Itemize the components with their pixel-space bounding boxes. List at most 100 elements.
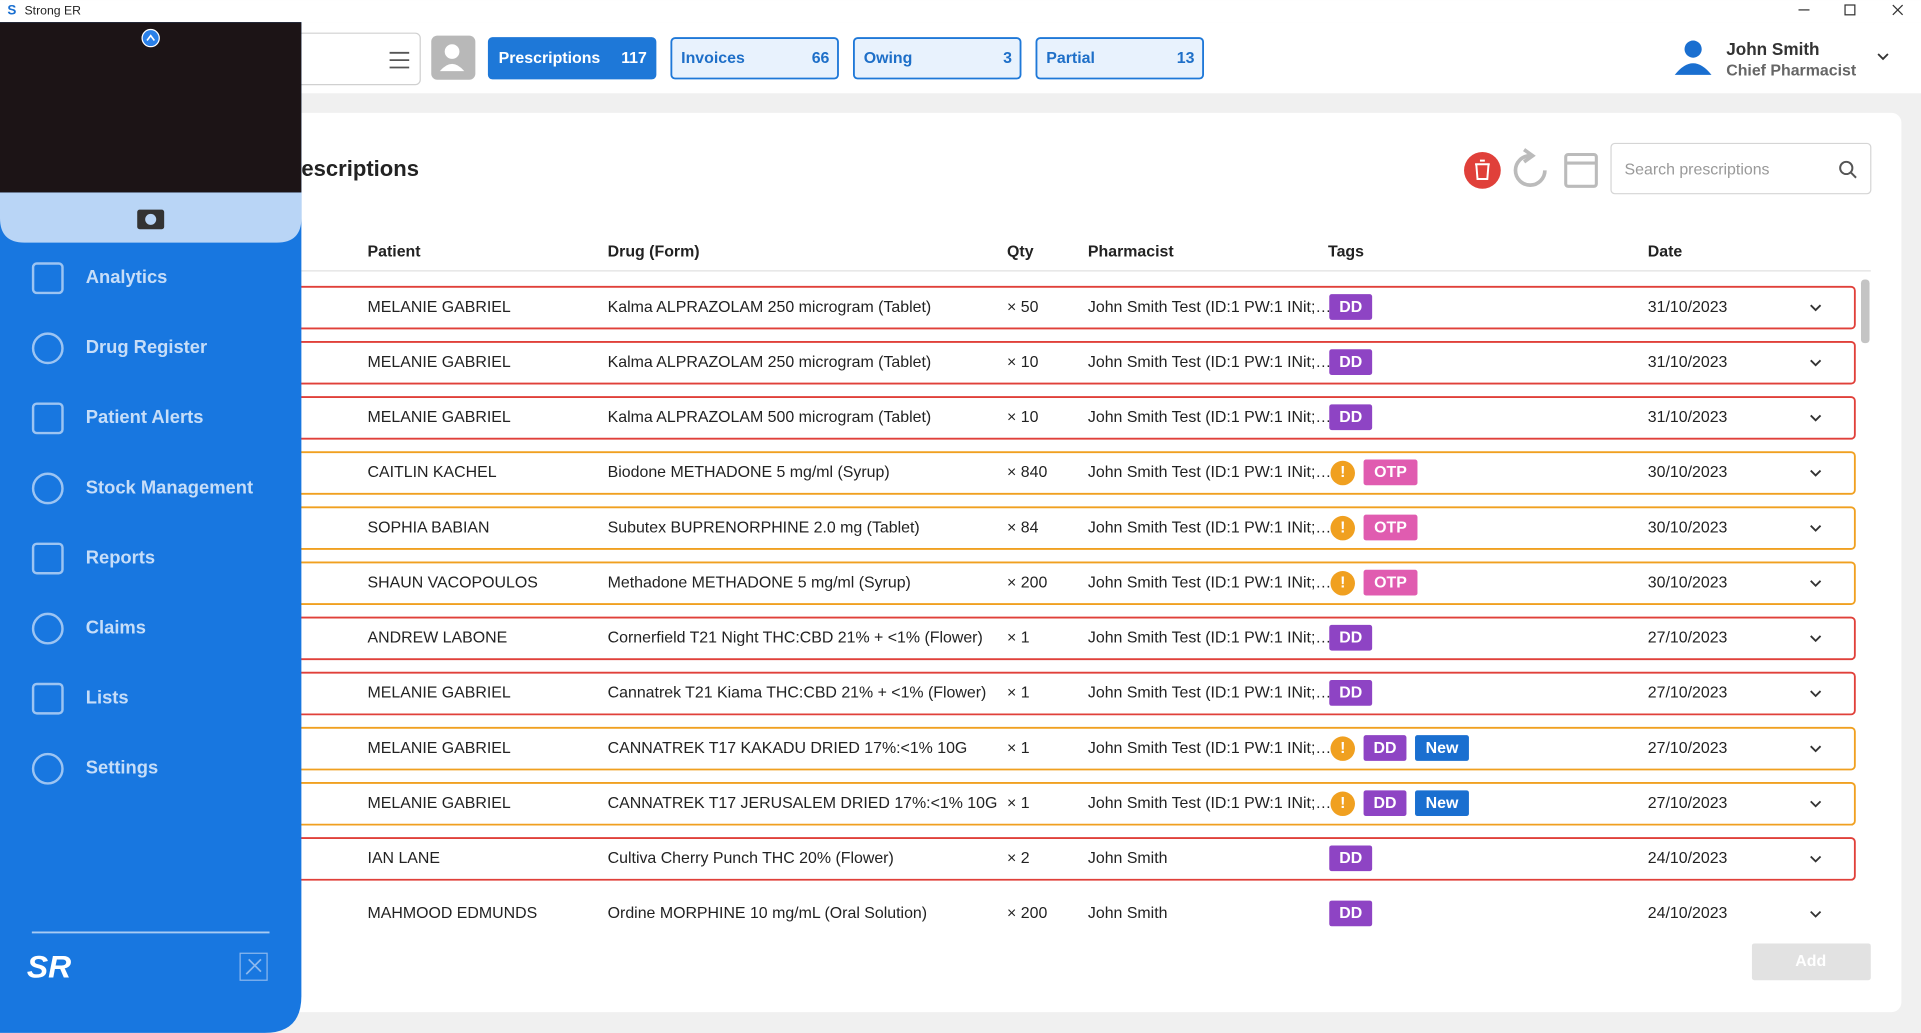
cell-patient: MELANIE GABRIEL (368, 299, 511, 316)
prescription-row[interactable] (280, 616, 1856, 661)
pin-sidebar-button[interactable] (239, 952, 268, 981)
tab-label: Prescriptions (499, 50, 601, 67)
expand-row-chevron[interactable] (1810, 745, 1822, 753)
search-placeholder: Search prescriptions (1625, 162, 1770, 179)
scrollbar-thumb[interactable] (1860, 279, 1870, 344)
cell-drug: Biodone METHADONE 5 mg/ml (Syrup) (608, 464, 890, 481)
expand-row-chevron[interactable] (1810, 800, 1822, 808)
alert-icon (1330, 515, 1355, 541)
menu-icon (31, 542, 64, 575)
expand-row-chevron[interactable] (1810, 690, 1822, 698)
column-header: Date (1648, 244, 1683, 261)
tag (1415, 735, 1469, 761)
cell-qty: × 200 (1007, 574, 1047, 591)
cell-patient: MELANIE GABRIEL (368, 409, 511, 426)
expand-row-chevron[interactable] (1810, 855, 1822, 863)
cell-drug: CANNATREK T17 JERUSALEM DRIED 17%:<1% 10… (608, 795, 998, 812)
cell-qty: × 1 (1007, 630, 1030, 647)
cell-drug: Kalma ALPRAZOLAM 250 microgram (Tablet) (608, 354, 932, 371)
tag-label: DD (1339, 905, 1362, 922)
prescription-row[interactable] (280, 506, 1856, 550)
cell-qty: × 10 (1007, 409, 1039, 426)
prescription-row[interactable] (280, 726, 1856, 771)
delete-button[interactable] (1464, 152, 1501, 189)
column-header: Drug (Form) (608, 244, 700, 261)
close-button[interactable] (1892, 4, 1904, 16)
menu-icon (31, 332, 64, 365)
prescription-row[interactable] (280, 285, 1856, 330)
alert-icon (1330, 571, 1355, 596)
sidebar (0, 22, 302, 1033)
calendar-button[interactable] (1564, 152, 1598, 188)
cell-pharmacist: John Smith (1088, 905, 1168, 922)
expand-row-chevron[interactable] (1810, 910, 1822, 918)
prescription-row[interactable] (280, 341, 1856, 385)
filter-icon[interactable] (389, 51, 410, 69)
menu-icon (31, 612, 64, 645)
menu-item[interactable] (12, 672, 289, 726)
tag-label: OTP (1374, 574, 1407, 591)
tab[interactable] (487, 37, 657, 80)
alert-icon-mark: ! (1340, 795, 1345, 812)
alert-icon (1330, 460, 1355, 486)
restore-button[interactable] (1844, 4, 1856, 16)
cell-patient: MAHMOOD EDMUNDS (368, 905, 538, 922)
expand-row-chevron[interactable] (1810, 469, 1822, 477)
tab[interactable] (670, 37, 839, 80)
prescription-row[interactable] (280, 782, 1856, 826)
menu-item[interactable] (12, 602, 289, 656)
cell-pharmacist: John Smith (1088, 850, 1168, 867)
expand-row-chevron[interactable] (1810, 635, 1822, 643)
cell-qty: × 1 (1007, 740, 1030, 757)
expand-row-chevron[interactable] (1810, 525, 1822, 532)
user-menu-chevron[interactable] (1877, 53, 1889, 61)
tag (1329, 624, 1373, 651)
menu-icon (31, 472, 64, 505)
prescription-row[interactable] (280, 396, 1856, 440)
tag (1329, 294, 1373, 320)
cell-drug: Subutex BUPRENORPHINE 2.0 mg (Tablet) (608, 519, 920, 536)
prescription-row[interactable] (280, 451, 1856, 495)
expand-row-chevron[interactable] (1810, 414, 1822, 422)
tab-count: 3 (1003, 50, 1012, 67)
tab-label: Invoices (681, 50, 745, 67)
cell-date: 31/10/2023 (1648, 354, 1728, 371)
search-input[interactable] (1610, 142, 1872, 195)
expand-row-chevron[interactable] (1810, 304, 1822, 312)
tab[interactable] (852, 37, 1022, 80)
alert-icon (1330, 791, 1355, 817)
cell-pharmacist: John Smith Test (ID:1 PW:1 INit;… (1088, 685, 1331, 702)
add-button[interactable] (1751, 943, 1871, 981)
prescription-row[interactable] (281, 893, 1855, 935)
menu-label: Lists (86, 687, 129, 708)
delete-icon (1475, 159, 1490, 180)
cell-patient: CAITLIN KACHEL (368, 464, 497, 481)
logo: SR (27, 949, 71, 985)
cell-date: 24/10/2023 (1648, 850, 1728, 867)
collapse-camera-button[interactable] (141, 28, 160, 48)
cell-drug: Kalma ALPRAZOLAM 250 microgram (Tablet) (608, 299, 932, 316)
tag (1415, 790, 1469, 817)
patient-search[interactable] (281, 32, 421, 86)
cell-drug: Cannatrek T21 Kiama THC:CBD 21% + <1% (F… (608, 685, 987, 702)
tag-label: DD (1374, 795, 1397, 812)
cell-date: 27/10/2023 (1648, 685, 1728, 702)
expand-row-chevron[interactable] (1810, 580, 1822, 588)
cell-patient: MELANIE GABRIEL (368, 685, 511, 702)
prescription-row[interactable] (280, 671, 1856, 716)
user-avatar (1684, 40, 1702, 58)
cell-date: 24/10/2023 (1648, 905, 1728, 922)
tag-label: OTP (1374, 519, 1407, 536)
cell-pharmacist: John Smith Test (ID:1 PW:1 INit;… (1088, 519, 1331, 536)
cell-qty: × 10 (1007, 354, 1039, 371)
user-avatar (1674, 63, 1712, 75)
refresh-button[interactable] (1513, 153, 1547, 187)
prescription-row[interactable] (280, 837, 1856, 881)
cell-pharmacist: John Smith Test (ID:1 PW:1 INit;… (1088, 464, 1331, 481)
tag-label: DD (1339, 630, 1362, 647)
expand-row-chevron[interactable] (1810, 359, 1822, 367)
tab[interactable] (1035, 37, 1204, 80)
camera-icon (145, 213, 157, 225)
cell-pharmacist: John Smith Test (ID:1 PW:1 INit;… (1088, 299, 1331, 316)
column-header: Pharmacist (1088, 244, 1174, 261)
